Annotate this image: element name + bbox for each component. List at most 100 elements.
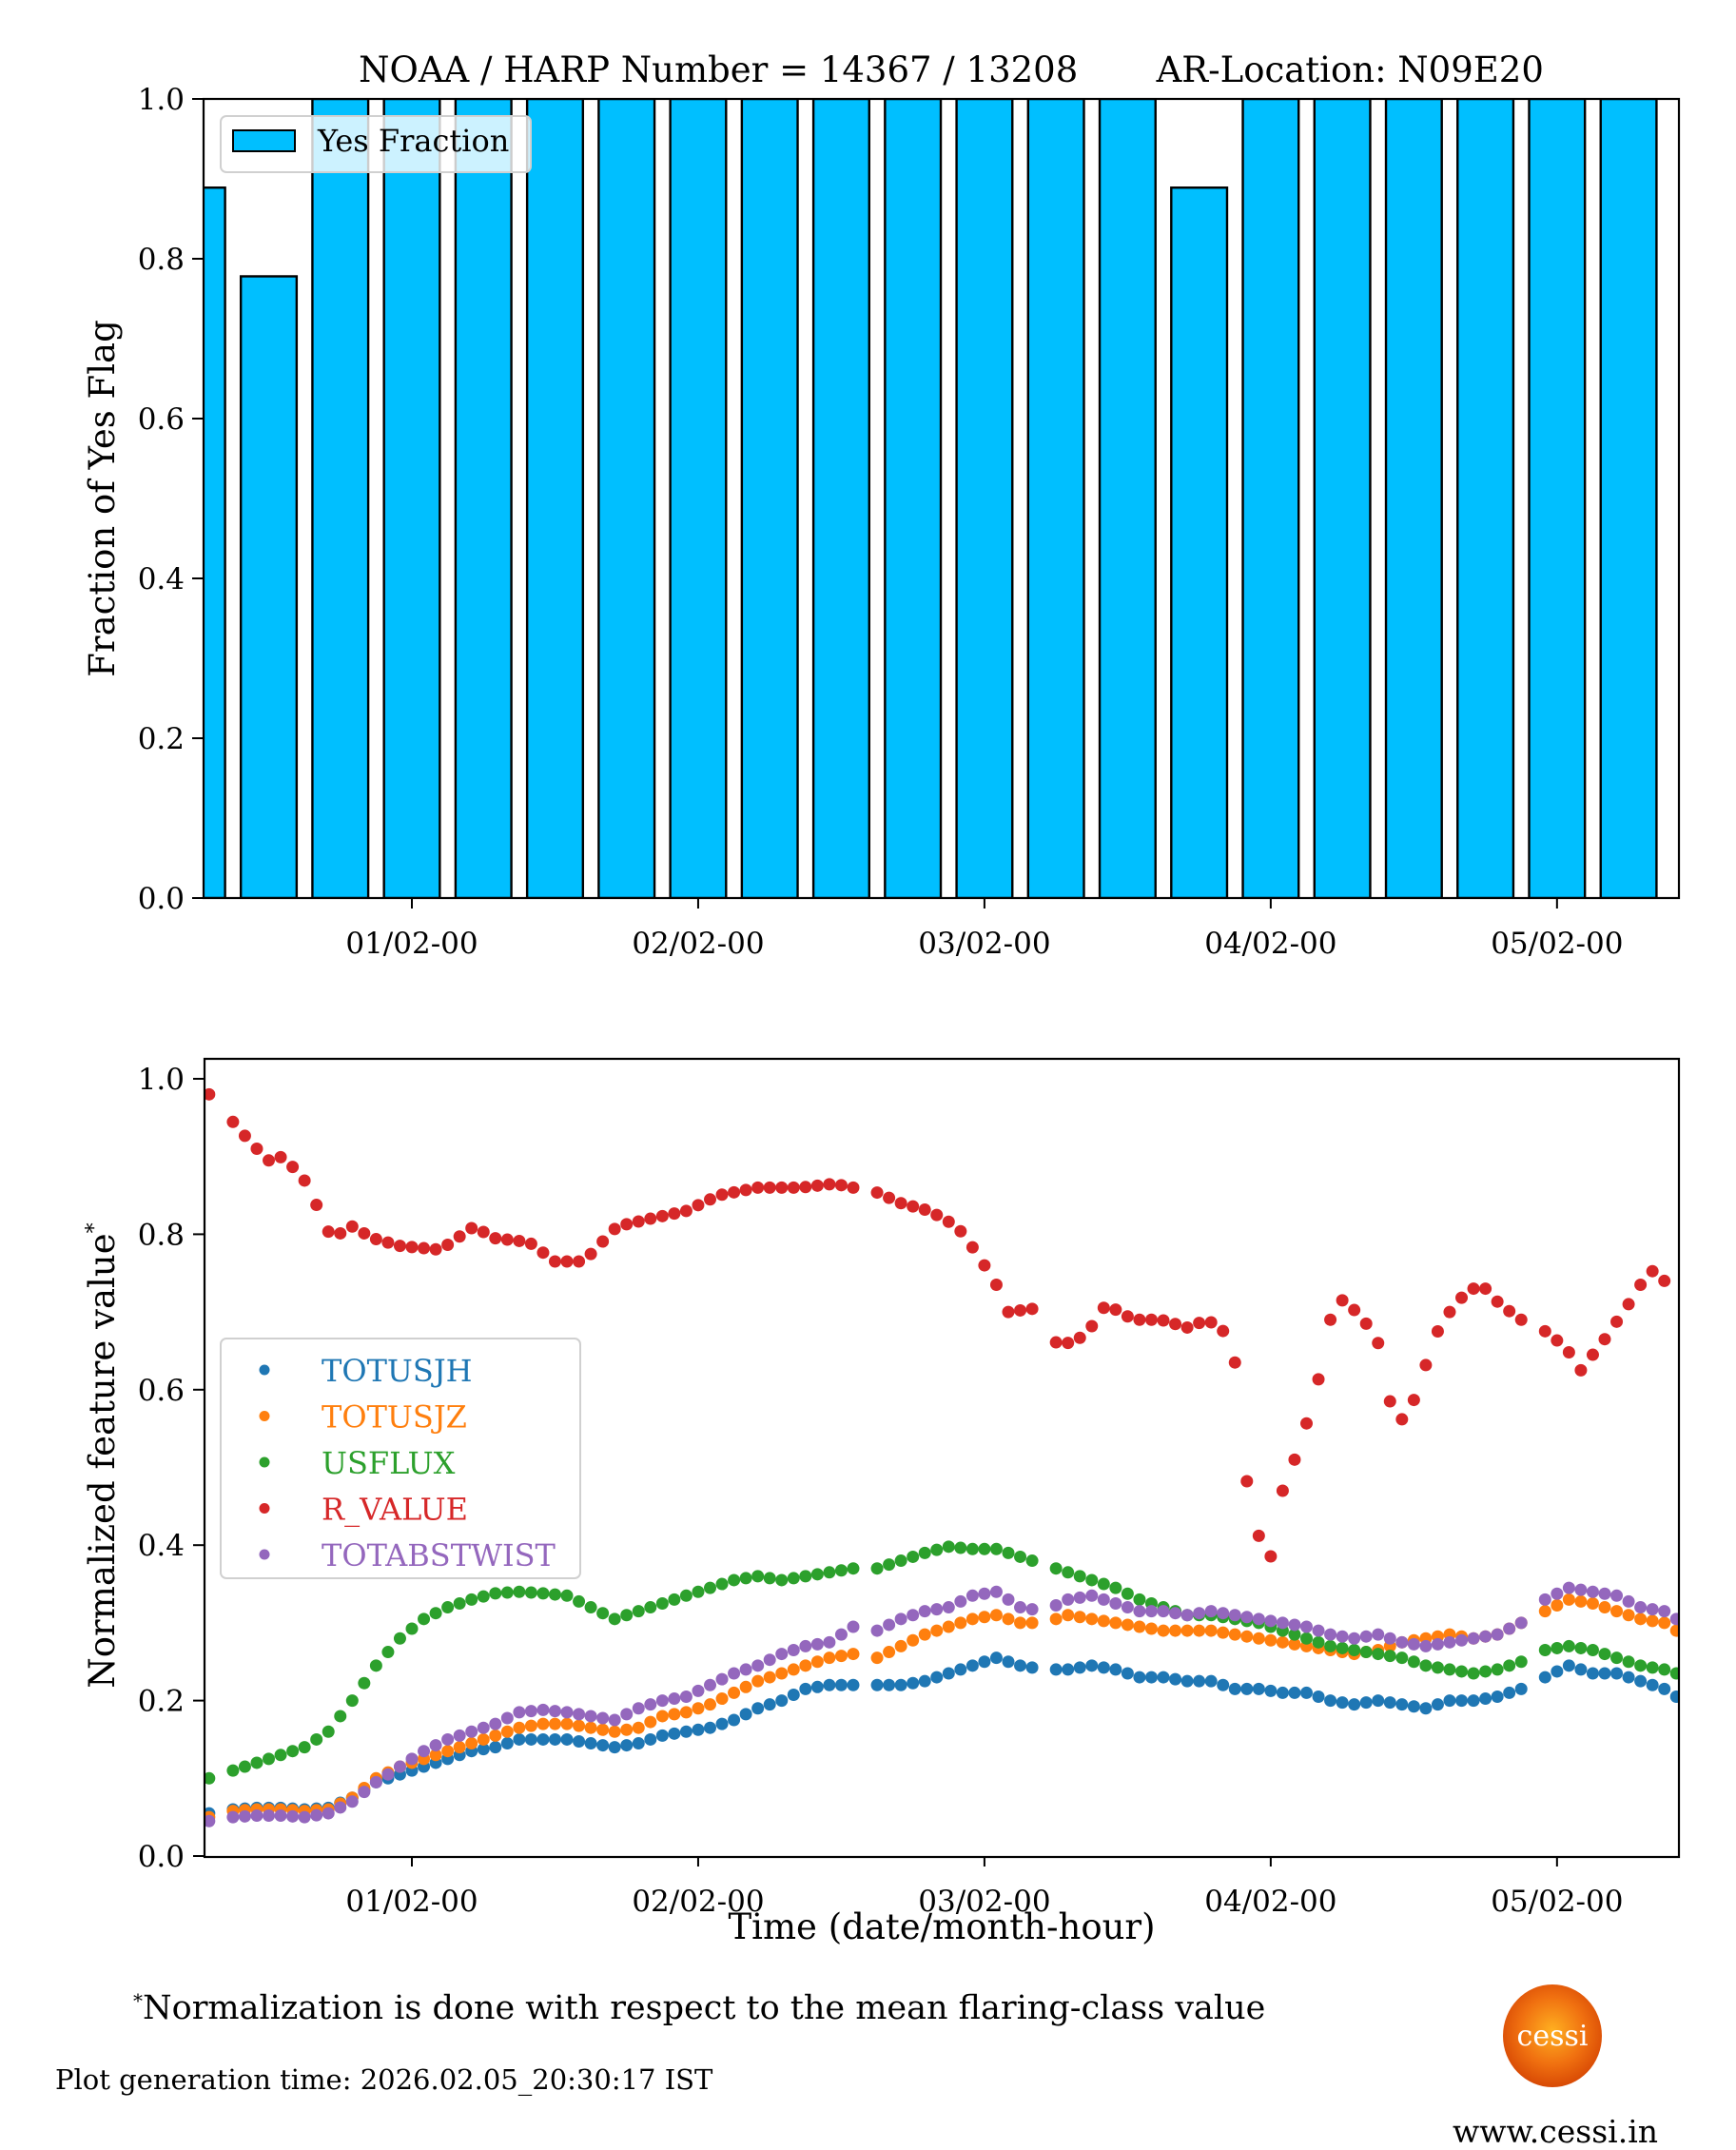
data-point [834, 1678, 848, 1691]
data-point [1252, 1529, 1265, 1542]
data-point [989, 1585, 1003, 1598]
data-point [1025, 1554, 1039, 1568]
x-tick-label: 01/02-00 [345, 1885, 478, 1919]
y-tick-label: 0.2 [138, 722, 185, 756]
data-point [1144, 1671, 1158, 1684]
data-point [1109, 1581, 1122, 1594]
data-point [1133, 1620, 1146, 1633]
data-point [1002, 1612, 1015, 1626]
data-point [381, 1768, 395, 1781]
data-point [883, 1191, 896, 1204]
data-point [739, 1708, 752, 1721]
data-point [1383, 1650, 1396, 1663]
data-point [1073, 1570, 1086, 1583]
data-point [799, 1682, 812, 1695]
data-point [1014, 1550, 1027, 1563]
data-point [1300, 1686, 1313, 1699]
data-point [1669, 1612, 1679, 1626]
data-point [381, 1646, 395, 1659]
bar [955, 99, 1014, 898]
data-point [536, 1587, 550, 1600]
data-point [1169, 1607, 1182, 1620]
data-point [644, 1698, 657, 1711]
data-point [1193, 1624, 1206, 1637]
data-point [907, 1633, 920, 1647]
data-point [1610, 1589, 1624, 1602]
data-point [942, 1215, 955, 1228]
data-point [1252, 1612, 1265, 1626]
data-point [954, 1616, 967, 1630]
data-point [894, 1678, 907, 1691]
data-point [560, 1255, 574, 1268]
data-point [608, 1612, 621, 1626]
data-point [799, 1659, 812, 1672]
data-point [1348, 1698, 1361, 1711]
data-point [1288, 1453, 1301, 1466]
data-point [1514, 1616, 1528, 1630]
data-point [1479, 1665, 1492, 1678]
data-point [1455, 1291, 1469, 1304]
data-point [1372, 1628, 1385, 1641]
data-point [1634, 1659, 1648, 1672]
data-point [1109, 1616, 1122, 1630]
data-point [1264, 1684, 1278, 1697]
data-point [692, 1585, 705, 1598]
data-point [1014, 1303, 1027, 1317]
cessi-logo: cessi [1503, 1984, 1602, 2087]
data-point [751, 1659, 765, 1672]
data-point [1586, 1348, 1599, 1361]
data-point [1407, 1700, 1420, 1713]
data-point [1407, 1394, 1420, 1407]
data-point [560, 1589, 574, 1602]
bar [525, 99, 585, 898]
y-tick-label: 0.6 [138, 402, 185, 437]
data-point [536, 1246, 550, 1260]
data-point [1538, 1643, 1551, 1656]
legend-label-yes-fraction: Yes Fraction [317, 123, 509, 159]
data-point [1348, 1632, 1361, 1645]
data-point [1658, 1682, 1671, 1695]
data-point [608, 1713, 621, 1727]
website-link[interactable]: www.cessi.in [1453, 2113, 1658, 2150]
data-point [739, 1680, 752, 1693]
data-point [989, 1279, 1003, 1292]
top-plot-frame [202, 97, 1681, 900]
series-r_value [205, 1087, 1671, 1563]
data-point [1598, 1648, 1611, 1661]
data-point [739, 1663, 752, 1676]
data-point [978, 1611, 991, 1624]
data-point [810, 1637, 824, 1651]
data-point [573, 1594, 586, 1608]
data-point [954, 1663, 967, 1676]
data-point [1276, 1616, 1289, 1630]
data-point [1109, 1303, 1122, 1317]
data-point [1300, 1632, 1313, 1645]
data-point [1049, 1663, 1063, 1676]
data-point [930, 1603, 944, 1616]
data-point [978, 1587, 991, 1600]
data-point [1097, 1577, 1110, 1591]
data-point [1025, 1603, 1039, 1616]
data-point [787, 1688, 800, 1701]
data-point [1646, 1264, 1659, 1278]
data-point [477, 1721, 490, 1734]
data-point [834, 1179, 848, 1192]
data-point [1312, 1624, 1325, 1637]
data-point [966, 1612, 979, 1626]
data-point [1598, 1587, 1611, 1600]
data-point [489, 1741, 502, 1754]
data-point [429, 1749, 442, 1762]
data-point [500, 1725, 514, 1738]
bar [1241, 99, 1300, 898]
data-point [345, 1795, 359, 1808]
data-point [596, 1607, 610, 1620]
data-point [966, 1659, 979, 1672]
bar-group [204, 99, 1658, 898]
data-point [1049, 1336, 1063, 1349]
data-point [536, 1717, 550, 1730]
data-point [513, 1706, 526, 1719]
data-point [489, 1729, 502, 1742]
data-point [1538, 1324, 1551, 1338]
data-point [810, 1680, 824, 1693]
data-point [405, 1622, 419, 1635]
